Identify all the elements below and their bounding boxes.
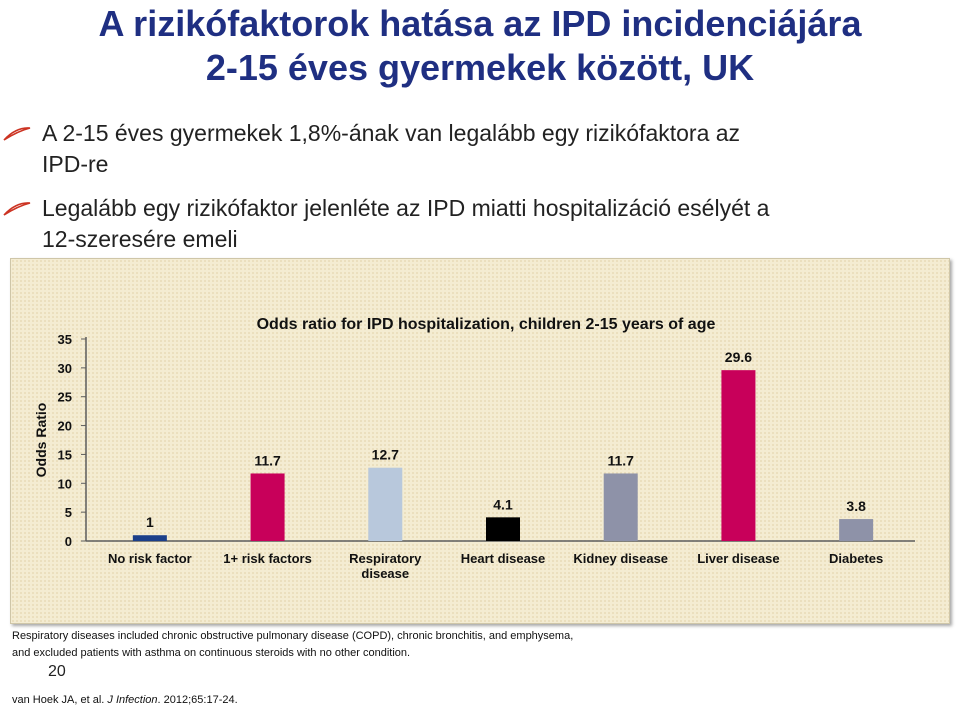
x-tick-label: Diabetes [829,551,883,566]
y-tick-label: 35 [58,332,72,347]
bullet-1-line-1: A 2-15 éves gyermekek 1,8%-ának van lega… [42,120,741,146]
chart-title: Odds ratio for IPD hospitalization, chil… [257,316,716,333]
data-label: 1 [146,514,154,530]
x-tick-label: disease [361,566,409,581]
bullet-swoosh-icon [3,127,31,141]
x-tick-label: 1+ risk factors [223,551,312,566]
citation: van Hoek JA, et al. J Infection. 2012;65… [12,694,238,706]
bullet-1-line-2: IPD-re [42,151,109,177]
data-label: 11.7 [254,452,281,468]
bar [721,370,756,541]
bar [250,473,285,541]
y-tick-label: 10 [58,476,72,491]
page-number: 20 [48,663,66,680]
bullet-2-line-2: 12-szeresére emeli [42,226,238,252]
y-tick-label: 5 [65,505,72,520]
bullet-swoosh-icon [3,202,31,216]
x-tick-label: Heart disease [461,551,546,566]
chart-panel: Odds ratio for IPD hospitalization, chil… [10,258,950,624]
y-tick-label: 20 [58,419,72,434]
title-line-1: A rizikófaktorok hatása az IPD incidenci… [98,3,862,44]
x-tick-label: Respiratory [349,551,422,566]
data-label: 29.6 [725,349,752,365]
bar [368,467,403,541]
footnote-line-1: Respiratory diseases included chronic ob… [12,630,574,642]
y-tick-label: 0 [65,534,72,549]
bar [486,517,520,541]
data-label: 12.7 [372,447,399,463]
bar [603,473,638,541]
slide-title: A rizikófaktorok hatása az IPD incidenci… [0,2,960,90]
data-label: 3.8 [846,498,866,514]
bullet-2-line-1: Legalább egy rizikófaktor jelenléte az I… [42,195,770,221]
y-tick-label: 15 [58,447,72,462]
footnote-line-2: and excluded patients with asthma on con… [12,647,411,659]
y-tick-label: 30 [58,361,72,376]
y-axis-label: Odds Ratio [33,403,49,478]
x-tick-label: Kidney disease [573,551,668,566]
bar [839,519,874,541]
data-label: 4.1 [493,496,513,512]
footnote: Respiratory diseases included chronic ob… [12,628,952,662]
bar [132,535,167,541]
citation-details: . 2012;65:17-24. [157,694,238,706]
data-label: 11.7 [607,452,634,468]
citation-authors: van Hoek JA, et al. [12,694,108,706]
title-line-2: 2-15 éves gyermekek között, UK [205,47,755,88]
x-tick-label: Liver disease [697,551,779,566]
x-tick-label: No risk factor [108,551,192,566]
y-tick-label: 25 [58,390,72,405]
odds-ratio-chart: Odds ratio for IPD hospitalization, chil… [33,316,915,581]
citation-journal: J Infection [107,694,158,706]
